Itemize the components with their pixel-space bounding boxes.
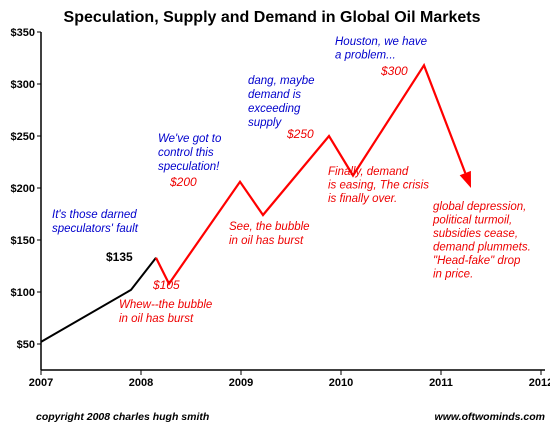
annotation-speculators: It's those darned speculators' fault (52, 209, 139, 235)
annotation-control: We've got to control this speculation! (158, 133, 222, 173)
y-tick-label: $200 (11, 183, 35, 195)
annotation-line: "Head-fake" drop (433, 255, 521, 267)
annotation-global: global depression, political turmoil, subs… (432, 201, 531, 281)
annotation-finally: Finally, demand is easing, The crisis is f… (328, 166, 429, 205)
annotation-line: demand is (248, 89, 301, 101)
annotation-line: in price. (433, 269, 473, 281)
x-tick-label: 2010 (329, 377, 353, 389)
y-tick-label: $150 (11, 235, 35, 247)
annotation-line: subsidies cease, (433, 228, 518, 240)
y-tick-label: $300 (11, 79, 35, 91)
annotations: It's those darned speculators' fault Whew-… (52, 36, 531, 325)
annotation-line: is easing, The crisis (328, 180, 429, 192)
annotation-line: demand plummets. (433, 242, 531, 254)
x-tick-label: 2012 (529, 377, 550, 389)
price-point-labels: $135 $105 $200 $250 $300 (106, 64, 408, 292)
y-ticks: $50 $100 $150 $200 $250 $300 $350 (11, 27, 41, 351)
x-tick-label: 2007 (29, 377, 53, 389)
annotation-line: exceeding (248, 103, 301, 115)
label-300: $300 (380, 64, 408, 78)
annotation-line: global depression, (433, 201, 526, 213)
axes (40, 32, 545, 371)
annotation-houston: Houston, we have a problem... (335, 36, 427, 62)
annotation-line: control this (158, 147, 214, 159)
site-url: www.oftwominds.com (435, 411, 545, 423)
annotation-line: supply (248, 117, 282, 129)
x-tick-label: 2011 (429, 377, 453, 389)
actual-price-line (40, 257, 157, 343)
annotation-line: dang, maybe (248, 75, 315, 87)
annotation-line: a problem... (335, 50, 396, 62)
annotation-line: speculation! (158, 161, 220, 173)
annotation-line: Houston, we have (335, 36, 427, 48)
annotation-dang: dang, maybe demand is exceeding supply (248, 75, 315, 129)
copyright-text: copyright 2008 charles hugh smith (36, 411, 209, 423)
annotation-line: speculators' fault (52, 223, 139, 235)
chart-title: Speculation, Supply and Demand in Global… (64, 9, 481, 26)
annotation-whew: Whew--the bubble in oil has burst (119, 299, 212, 325)
annotation-line: We've got to (158, 133, 222, 145)
annotation-line: Finally, demand (328, 166, 409, 178)
annotation-line: in oil has burst (119, 313, 194, 325)
annotation-line: in oil has burst (229, 235, 304, 247)
label-105: $105 (152, 278, 180, 292)
annotation-see: See, the bubble in oil has burst (229, 221, 310, 247)
annotation-line: See, the bubble (229, 221, 310, 233)
label-200: $200 (169, 175, 197, 189)
annotation-line: political turmoil, (432, 215, 512, 227)
price-lines (40, 62, 467, 343)
annotation-line: Whew--the bubble (119, 299, 212, 311)
x-ticks: 2007 2008 2009 2010 2011 2012 (29, 370, 550, 389)
y-tick-label: $100 (11, 287, 35, 299)
projection-arrowhead (459, 170, 471, 188)
x-tick-label: 2008 (129, 377, 153, 389)
label-135: $135 (106, 250, 133, 264)
y-tick-label: $350 (11, 27, 35, 39)
label-250: $250 (286, 127, 314, 141)
y-tick-label: $250 (11, 131, 35, 143)
x-tick-label: 2009 (229, 377, 253, 389)
annotation-line: It's those darned (52, 209, 137, 221)
annotation-line: is finally over. (328, 193, 397, 205)
projected-price-line (155, 62, 467, 286)
y-tick-label: $50 (17, 339, 35, 351)
